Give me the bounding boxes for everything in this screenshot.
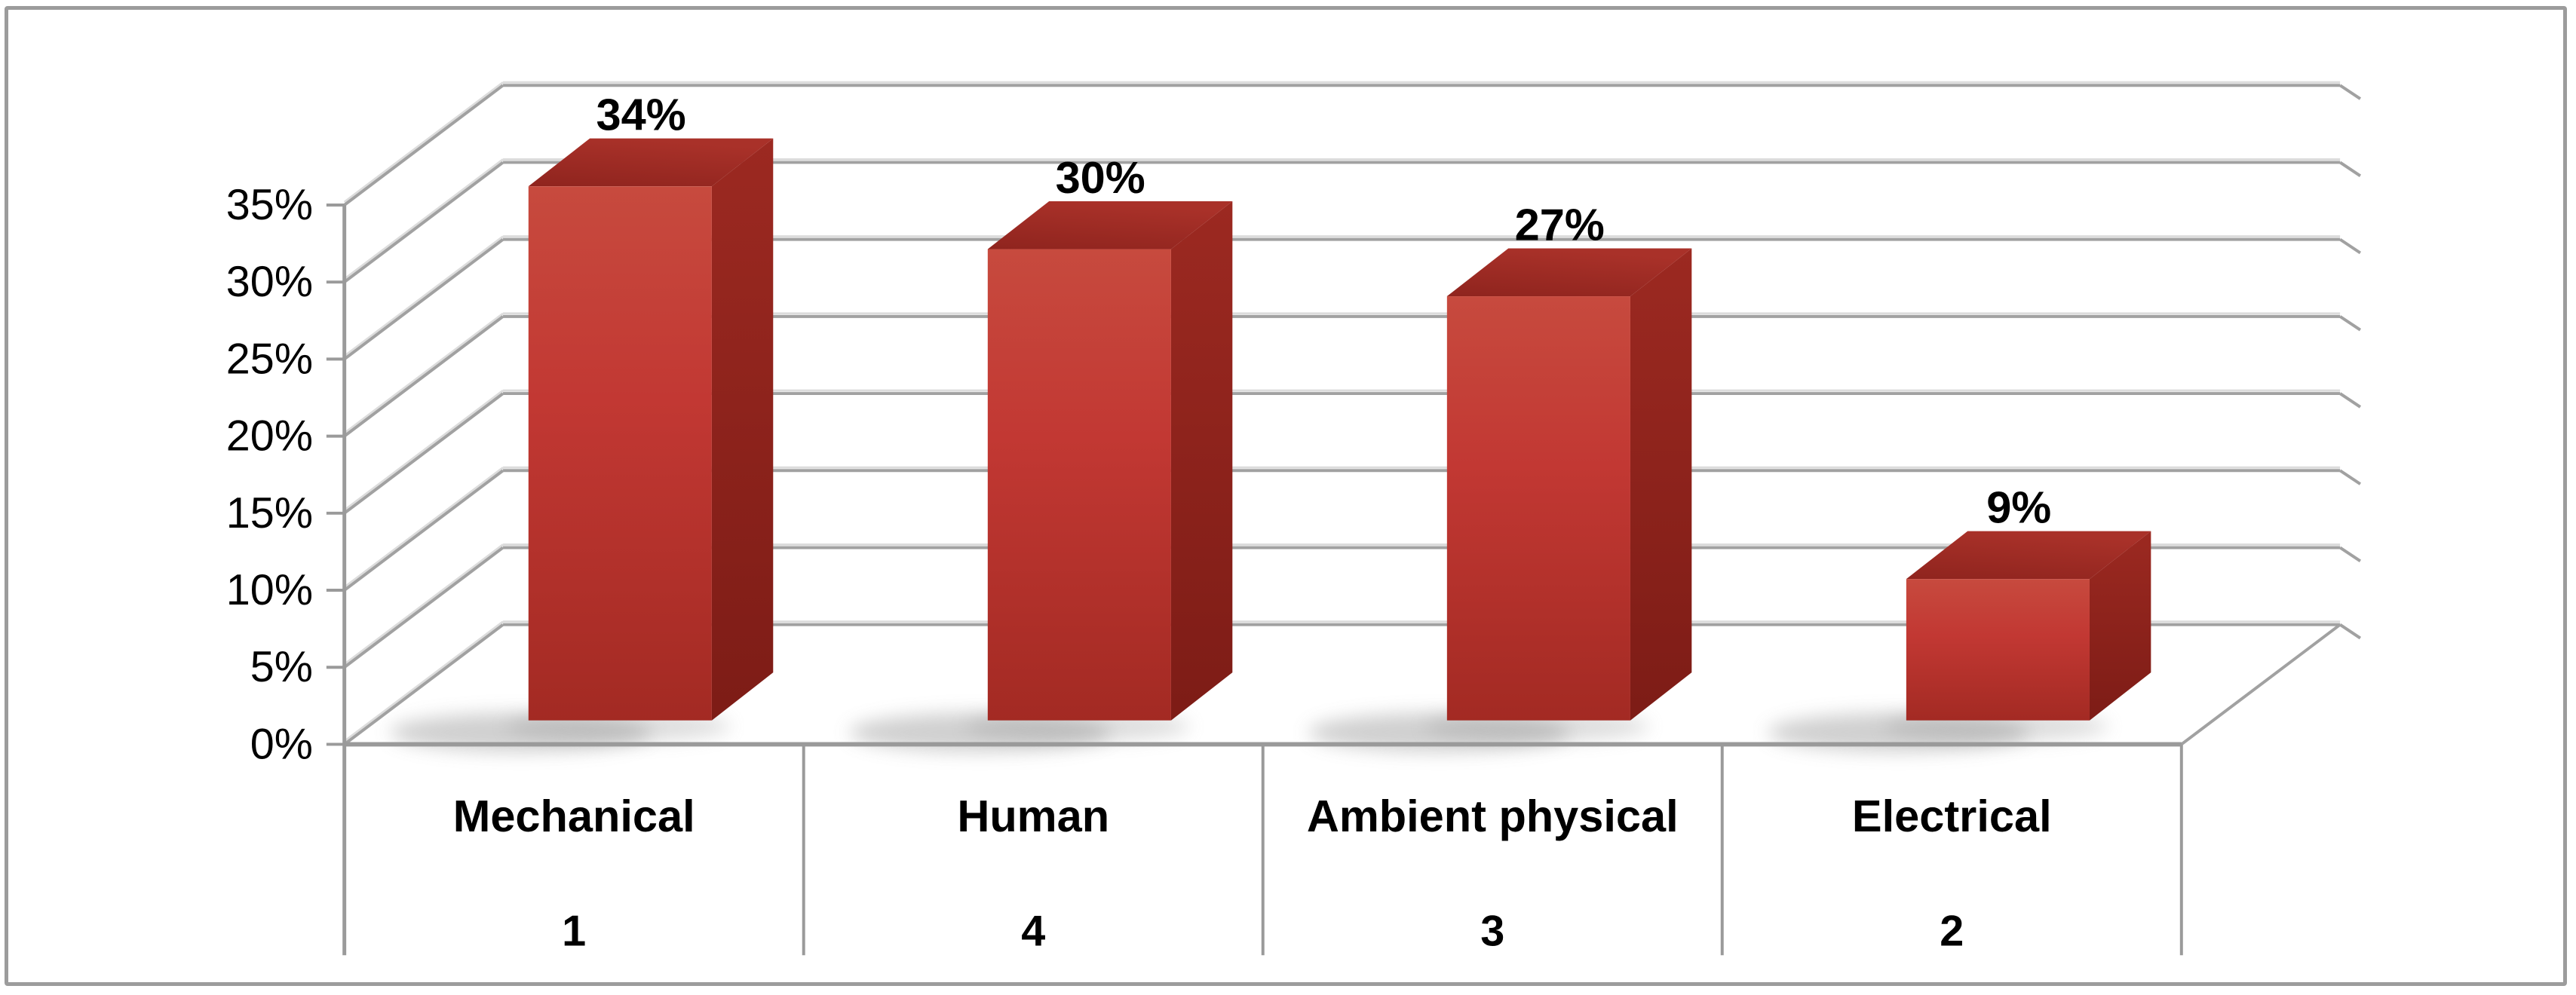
gridline-end-stub [2339,161,2362,177]
bar-side-face [2089,531,2151,721]
category-label: Mechanical [453,791,695,841]
category-label: Human [957,791,1109,841]
y-axis-label: 15% [226,489,313,537]
wall-diagonal-gridline [343,392,504,515]
wall-diagonal-gridline [343,469,504,592]
bar-data-label: 27% [1515,199,1605,250]
category-number: 3 [1480,908,1504,956]
bar-data-label: 34% [596,89,686,139]
bar-top-face [528,138,774,187]
gridline-end-stub [2339,237,2362,255]
gridline-highlight [343,467,504,589]
y-axis-label: 30% [226,258,313,306]
wall-diagonal-gridline [343,161,504,283]
gridline-end-stub [2339,315,2362,332]
gridline-end-stub [2339,623,2362,640]
y-axis-label: 20% [226,412,313,461]
bar-front-face [1446,296,1630,721]
gridline-highlight [343,543,504,666]
y-axis-label: 5% [250,643,313,691]
wall-diagonal-gridline [343,623,504,746]
bar-side-face [1170,201,1233,721]
y-axis-label: 25% [226,335,313,383]
category-label: Electrical [1852,791,2052,841]
bar-front-face [987,249,1171,721]
bar-top-face [1906,531,2151,580]
y-axis-label: 10% [226,566,313,614]
wall-diagonal-gridline [343,238,504,360]
category-number: 1 [562,908,586,956]
gridline-highlight [343,389,504,512]
category-number: 4 [1021,908,1045,956]
bar-chart-canvas: 34% 30% 27% 9% 0% 5% 10% 15% 20% 25% 30% 35% Mechani… [226,81,2362,956]
gridline-highlight [343,620,504,742]
bar-top-face [1446,248,1692,297]
bar-top-face [987,201,1233,250]
gridline-highlight [343,81,504,204]
bar-side-face [1630,248,1692,721]
bar-front-face [528,186,712,721]
gridline-end-stub [2339,469,2362,485]
floor-right-edge [2180,623,2341,746]
bar-front-face [1906,579,2090,721]
gridline-end-stub [2339,84,2362,100]
gridline-highlight [343,158,504,280]
bar-data-label: 30% [1056,152,1145,203]
category-number: 2 [1940,908,1964,956]
bar-data-label: 9% [1986,482,2051,532]
gridline-end-stub [2339,392,2362,409]
bar-side-face [711,138,774,721]
wall-diagonal-gridline [343,546,504,669]
wall-diagonal-gridline [343,315,504,438]
y-axis-label: 35% [226,181,313,229]
chart-figure: 34% 30% 27% 9% 0% 5% 10% 15% 20% 25% 30% 35% Mechani… [5,6,2567,986]
y-axis-label: 0% [250,720,313,768]
gridline-highlight [343,312,504,434]
wall-diagonal-gridline [343,84,504,207]
gridline-highlight [343,235,504,357]
category-label: Ambient physical [1307,791,1679,841]
gridline-end-stub [2339,546,2362,562]
